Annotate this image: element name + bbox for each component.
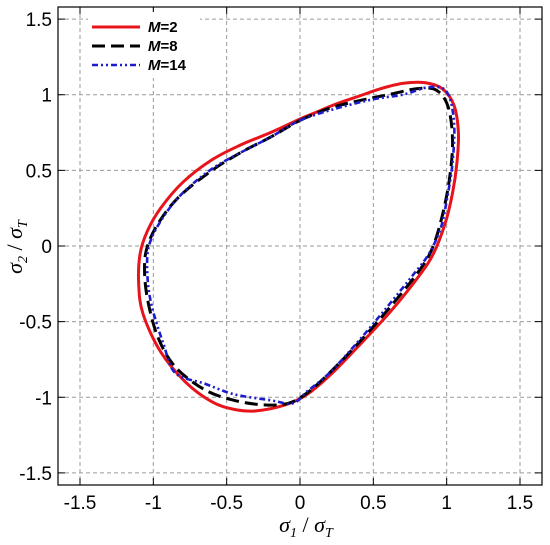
x-tick-label: 0 bbox=[295, 493, 306, 514]
x-tick-label: 1 bbox=[441, 493, 452, 514]
series-curve-m2 bbox=[136, 80, 461, 413]
legend: M=2 M=8 M=14 bbox=[88, 12, 200, 78]
y-tick-label: -1 bbox=[35, 388, 52, 409]
curves bbox=[136, 80, 461, 413]
y-tick-label: 1.5 bbox=[26, 10, 52, 31]
ticks bbox=[58, 7, 542, 485]
tick-labels: -1.5 -1 -0.5 0 0.5 1 1.5 -1.5 -1 -0.5 0 0.5 1 1.5 bbox=[19, 10, 533, 514]
x-tick-label: -1 bbox=[145, 493, 162, 514]
y-tick-label: 0 bbox=[41, 237, 52, 258]
y-tick-label: 0.5 bbox=[26, 161, 52, 182]
x-tick-label: -0.5 bbox=[210, 493, 243, 514]
legend-label-m2: M=2 bbox=[148, 19, 178, 36]
series-curve-m14 bbox=[145, 85, 456, 405]
x-tick-label: 1.5 bbox=[507, 493, 533, 514]
series-curve-m8 bbox=[143, 86, 455, 407]
x-axis-label: σ1 / σT bbox=[279, 512, 334, 541]
legend-label-m8: M=8 bbox=[148, 38, 178, 55]
y-tick-label: 1 bbox=[41, 86, 52, 107]
x-tick-label: -1.5 bbox=[64, 493, 97, 514]
grid bbox=[58, 7, 542, 485]
x-tick-label: 0.5 bbox=[360, 493, 386, 514]
legend-label-m14: M=14 bbox=[148, 57, 187, 74]
y-tick-label: -1.5 bbox=[19, 464, 52, 485]
y-tick-label: -0.5 bbox=[19, 313, 52, 334]
y-axis-label: σ2 / σT bbox=[2, 219, 31, 274]
